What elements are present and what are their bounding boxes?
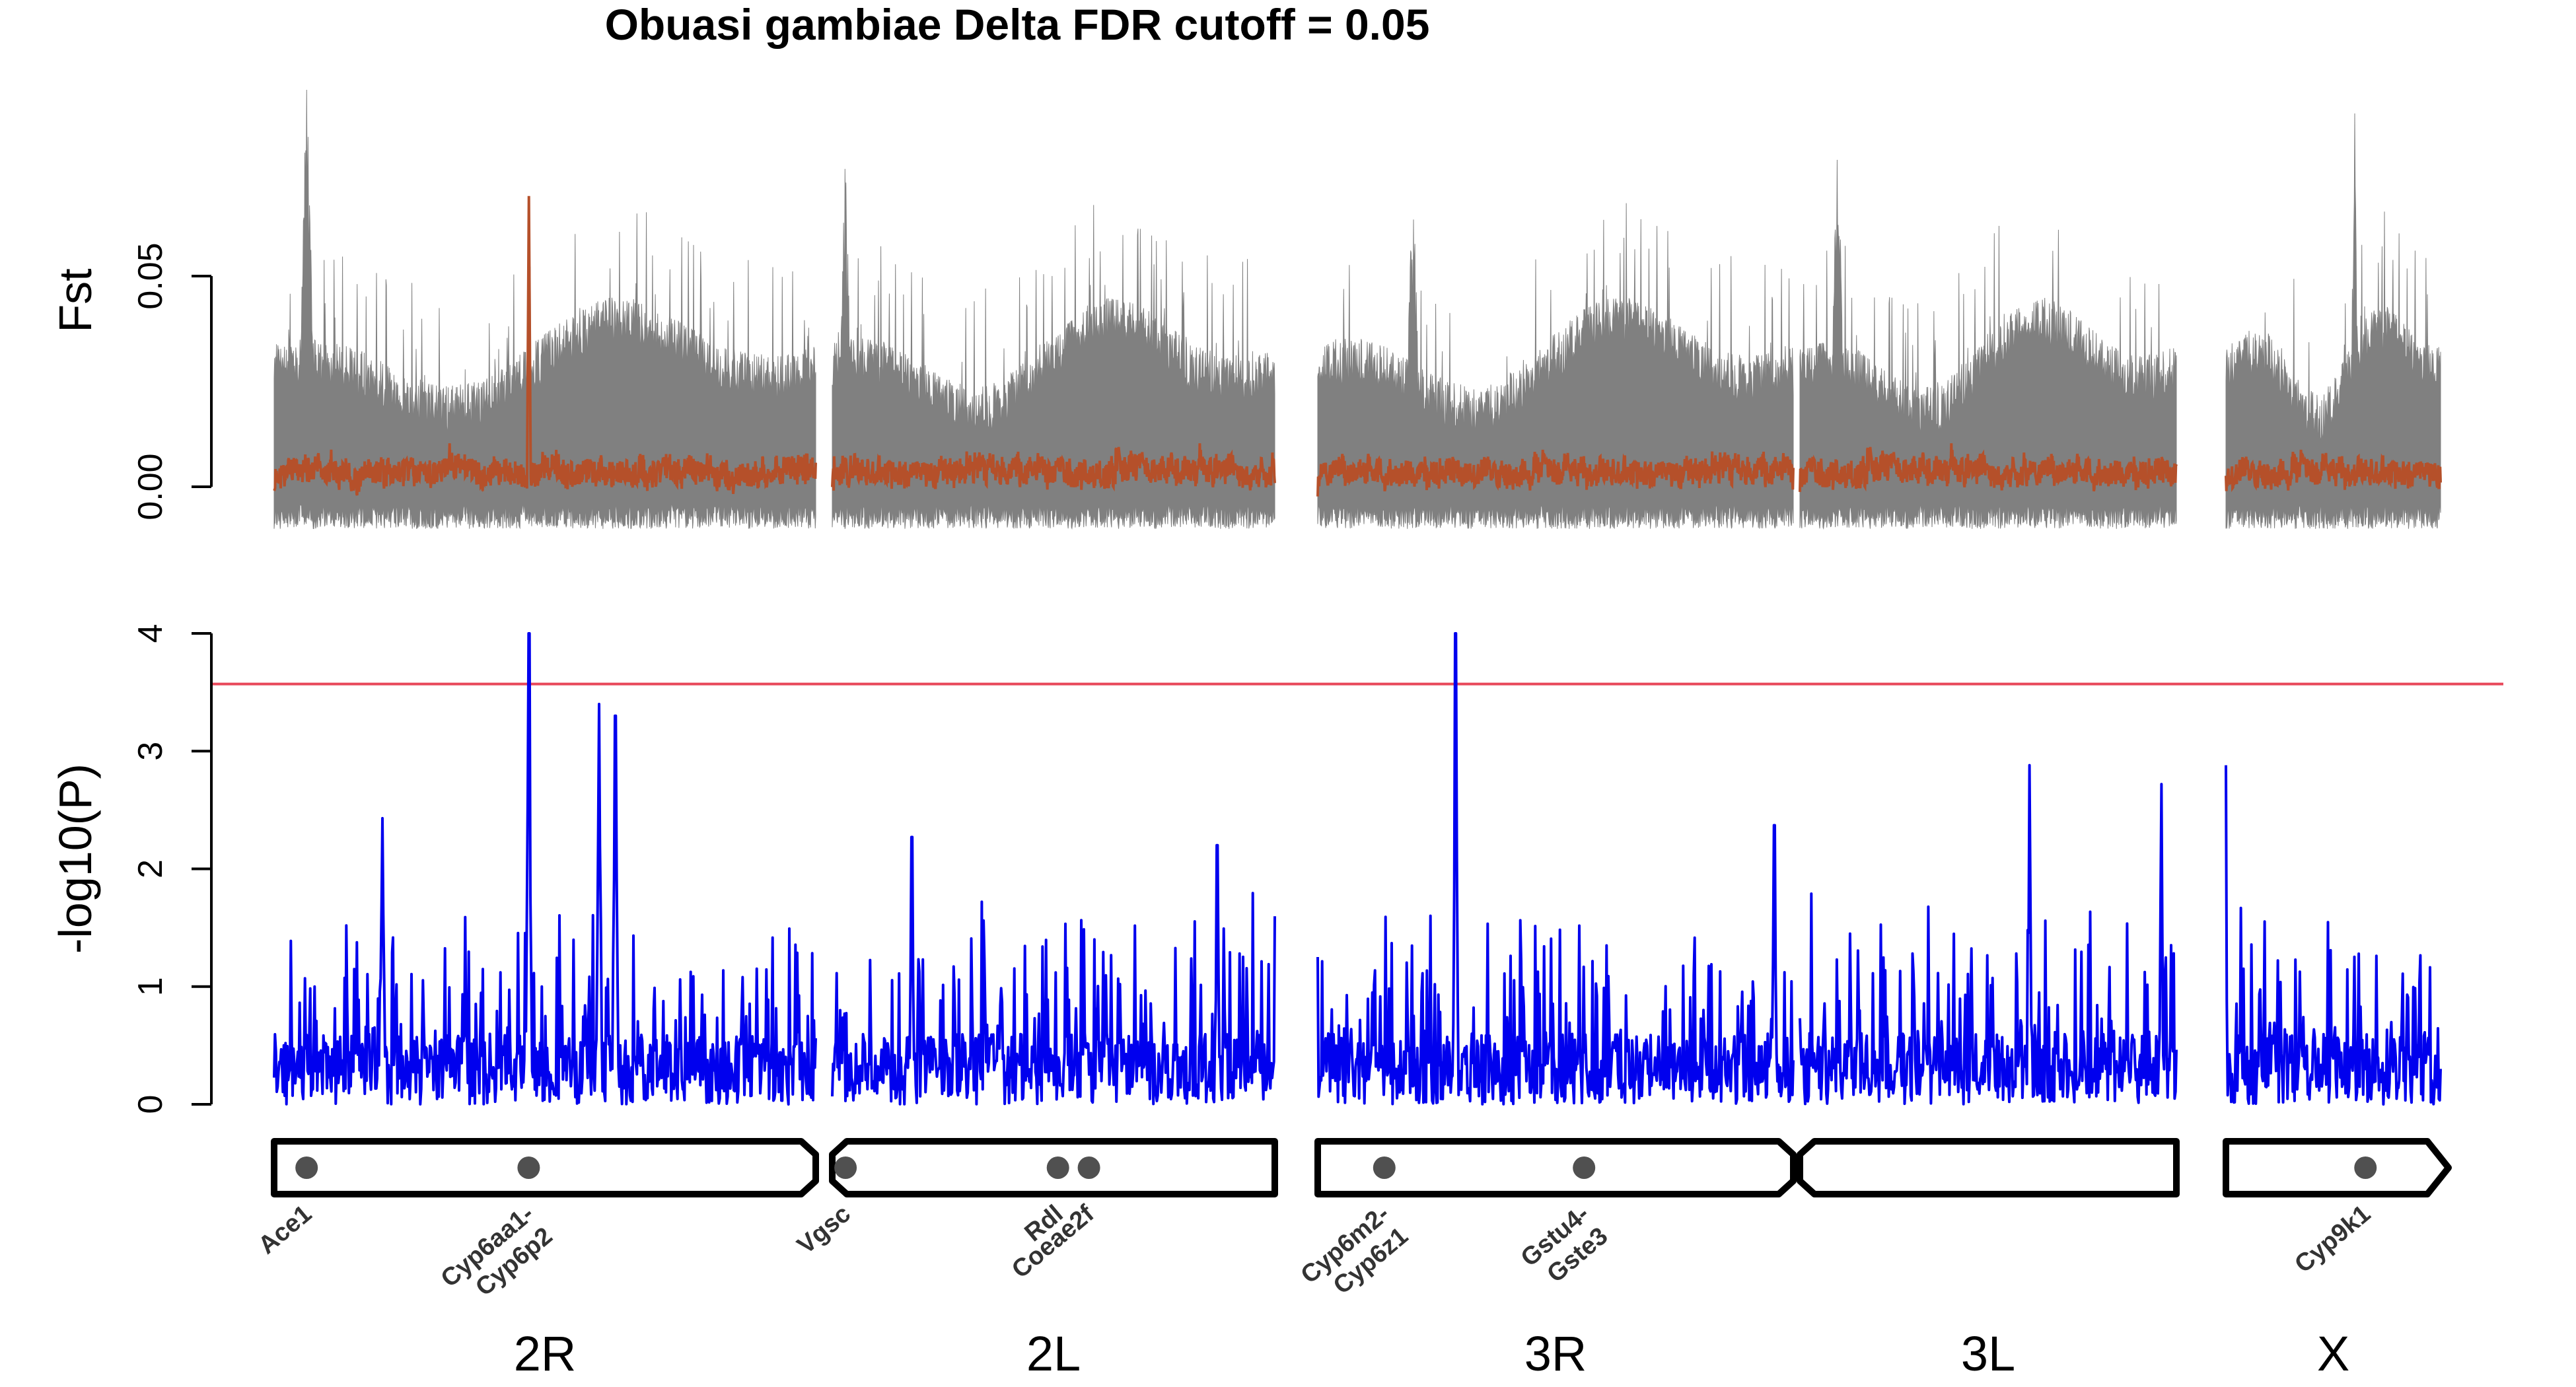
gene-label-ace1: Ace1 bbox=[253, 1200, 317, 1260]
fst-y-axis: 0.00 0.05 bbox=[131, 242, 213, 520]
gene-marker-cyp6m2-cyp6z1 bbox=[1373, 1156, 1396, 1179]
fst-smoothed-line-x bbox=[2225, 449, 2442, 493]
gene-marker-gstu4-gste3 bbox=[1573, 1156, 1596, 1179]
gene-label-line: Vgsc bbox=[792, 1200, 856, 1260]
pvalue-tick-label-4: 4 bbox=[131, 624, 170, 643]
fst-window-series bbox=[273, 89, 2441, 530]
pvalue-tick-label-2: 2 bbox=[131, 859, 170, 878]
pvalue-tick-label-3: 3 bbox=[131, 742, 170, 761]
gene-label-cyp6aa1-cyp6p2: Cyp6aa1-Cyp6p2 bbox=[436, 1200, 558, 1316]
gene-label-gstu4-gste3: Gstu4-Gste3 bbox=[1516, 1200, 1613, 1295]
gene-label-cyp9k1: Cyp9k1 bbox=[2289, 1200, 2376, 1279]
gene-marker-rdl bbox=[1046, 1156, 1069, 1179]
chromosome-3r bbox=[1314, 1138, 1797, 1197]
chromosome-label-2l: 2L bbox=[1026, 1326, 1081, 1381]
pvalue-line-3l bbox=[1799, 764, 2178, 1106]
fst-tick-label-0: 0.00 bbox=[131, 453, 170, 520]
fst-smoothed-line-2l bbox=[831, 443, 1276, 492]
chromosome-label-2r: 2R bbox=[514, 1326, 577, 1381]
chromosome-x bbox=[2223, 1138, 2452, 1197]
fst-smoothed-line-3l bbox=[1799, 443, 2178, 492]
gene-label-line: Cyp9k1 bbox=[2289, 1200, 2376, 1279]
gene-marker-cyp6aa1-cyp6p2 bbox=[517, 1156, 540, 1179]
gene-label-vgsc: Vgsc bbox=[792, 1200, 856, 1260]
chromosome-label-x: X bbox=[2317, 1326, 2349, 1381]
pvalue-tick-label-0: 0 bbox=[131, 1095, 170, 1114]
chromosome-3l bbox=[1797, 1138, 2180, 1197]
gene-marker-coeae2f bbox=[1077, 1156, 1100, 1179]
pvalue-line-2l bbox=[831, 836, 1276, 1106]
chromosome-2l bbox=[829, 1138, 1278, 1197]
fst-window-band-2r bbox=[273, 89, 816, 530]
fst-smoothed-line-3r bbox=[1316, 449, 1795, 497]
fst-smoothed-series bbox=[273, 196, 2442, 497]
pvalue-tick-label-1: 1 bbox=[131, 977, 170, 996]
fst-tick-label-1: 0.05 bbox=[131, 242, 170, 309]
pvalue-axis-label: -log10(P) bbox=[50, 764, 101, 954]
gene-label-cyp6m2-cyp6z1: Cyp6m2-Cyp6z1 bbox=[1296, 1200, 1413, 1312]
fst-window-band-x bbox=[2225, 113, 2441, 529]
gene-marker-ace1 bbox=[295, 1156, 318, 1179]
chromosome-2r bbox=[271, 1138, 819, 1197]
chart-title: Obuasi gambiae Delta FDR cutoff = 0.05 bbox=[605, 0, 1430, 49]
pvalue-line-x bbox=[2225, 765, 2442, 1106]
chromosome-label-3l: 3L bbox=[1961, 1326, 2015, 1381]
fst-window-band-3r bbox=[1317, 203, 1794, 529]
pvalue-series bbox=[273, 632, 2442, 1106]
pvalue-panel: 0 1 2 3 4 -log10(P) bbox=[50, 624, 2503, 1114]
chromosome-labels: 2R 2L 3R 3L X bbox=[514, 1326, 2349, 1381]
chromosome-label-3r: 3R bbox=[1524, 1326, 1587, 1381]
pvalue-y-axis: 0 1 2 3 4 bbox=[131, 624, 213, 1114]
chromosome-ideogram bbox=[271, 1138, 2452, 1197]
gene-marker-cyp9k1 bbox=[2354, 1156, 2377, 1179]
pvalue-line-3r bbox=[1316, 632, 1795, 1106]
fst-panel: 0.00 0.05 Fst bbox=[50, 89, 2442, 530]
fst-axis-label: Fst bbox=[50, 268, 101, 332]
fst-smoothed-line-2r bbox=[273, 196, 817, 496]
pvalue-line-2r bbox=[273, 632, 817, 1106]
gene-label-line: Ace1 bbox=[253, 1200, 317, 1260]
fst-window-band-3l bbox=[1799, 159, 2177, 530]
fst-window-band-2l bbox=[832, 168, 1275, 530]
gene-marker-vgsc bbox=[834, 1156, 857, 1179]
